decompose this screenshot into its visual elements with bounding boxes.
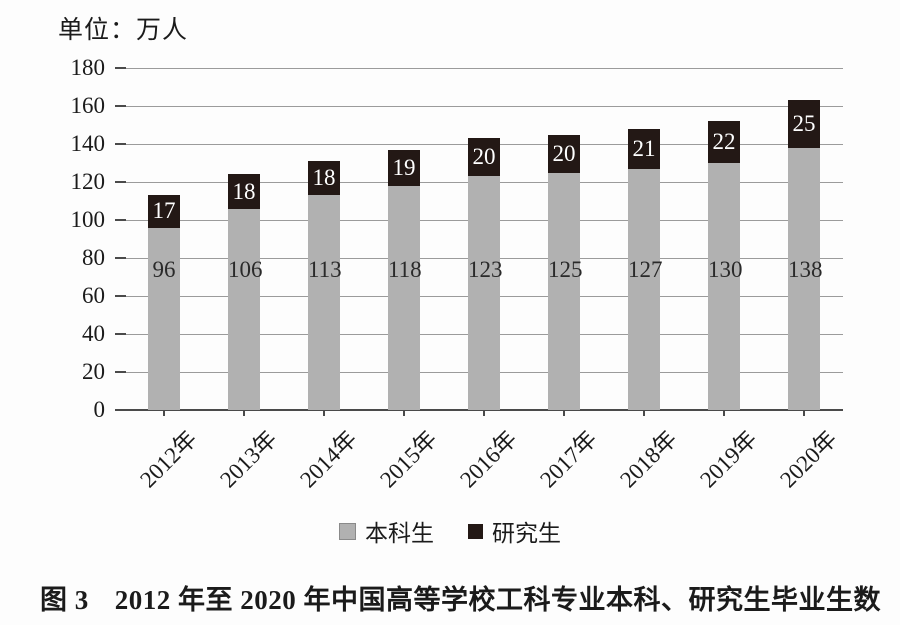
bar-segment-graduate: [228, 174, 260, 209]
y-axis-tick-label: 120: [70, 169, 106, 194]
x-axis-tick: [163, 410, 165, 416]
gridline: [115, 105, 843, 107]
bar-group-2020年: 138 25: [788, 100, 823, 410]
bar-segment-undergrad: [228, 208, 260, 410]
x-axis-label: 2018年: [615, 426, 682, 493]
bar-segment-undergrad: [548, 172, 580, 410]
y-axis-tick: [115, 67, 126, 69]
bar-value-label-undergrad: 118: [388, 257, 422, 282]
y-axis-tick: [115, 143, 126, 145]
y-axis-tick: [115, 105, 126, 107]
bar-segment-undergrad: [308, 195, 340, 410]
chart-legend: 本科生 研究生: [0, 514, 900, 548]
bar-segment-graduate: [708, 121, 740, 163]
x-axis-label: 2017年: [535, 426, 602, 493]
y-axis-tick-label: 140: [70, 131, 106, 156]
bar-value-label-undergrad: 96: [152, 257, 176, 282]
bar-group-2012年: 96 17: [148, 195, 180, 410]
x-axis-label: 2016年: [455, 426, 522, 493]
bar-group-2016年: 123 20: [468, 138, 503, 410]
y-axis-tick: [115, 409, 126, 411]
graduate-swatch-icon: [468, 523, 483, 539]
y-axis-tick: [115, 181, 126, 183]
legend-item-undergrad: 本科生: [339, 514, 434, 548]
bar-segment-graduate: [308, 161, 340, 196]
y-axis-tick-label: 80: [82, 245, 105, 270]
x-axis-label: 2020年: [775, 426, 842, 493]
bar-value-label-undergrad: 125: [548, 257, 583, 282]
bar-value-label-graduate: 17: [152, 198, 176, 224]
bar-segment-undergrad: [788, 147, 820, 410]
legend-label-undergrad: 本科生: [365, 521, 434, 546]
x-axis-tick: [643, 410, 645, 416]
y-axis-tick-label: 100: [70, 207, 106, 232]
x-axis-tick: [243, 410, 245, 416]
legend-item-graduate: 研究生: [468, 514, 561, 548]
x-axis-tick: [803, 410, 805, 416]
x-axis-label: 2015年: [375, 426, 442, 493]
bar-segment-graduate: [628, 128, 660, 169]
y-axis-tick-label: 0: [93, 397, 106, 422]
x-axis-label: 2019年: [695, 426, 762, 493]
y-axis-tick-label: 20: [82, 359, 105, 384]
bar-value-label-undergrad: 113: [308, 257, 342, 282]
bar-group-2017年: 125 20: [548, 134, 583, 410]
bar-segment-undergrad: [708, 163, 740, 410]
y-axis-tick-label: 60: [82, 283, 105, 308]
bar-value-label-undergrad: 127: [628, 257, 663, 282]
y-axis-unit-label: 单位：万人: [58, 17, 189, 44]
bar-value-label-graduate: 22: [712, 129, 736, 155]
bar-group-2015年: 118 19: [388, 149, 422, 410]
gridline: [115, 67, 843, 69]
figure-caption: 图 3 2012 年至 2020 年中国高等学校工科专业本科、研究生毕业生数: [40, 578, 880, 617]
x-axis-label: 2014年: [295, 426, 362, 493]
bar-value-label-undergrad: 138: [788, 257, 823, 282]
undergrad-swatch-icon: [339, 522, 356, 540]
y-axis-tick: [115, 371, 126, 373]
bar-value-label-graduate: 20: [472, 144, 496, 170]
bar-segment-graduate: [468, 138, 500, 177]
y-axis-tick-label: 160: [70, 93, 106, 118]
bar-segment-graduate: [388, 149, 420, 186]
x-axis-tick: [723, 410, 725, 416]
bar-segment-undergrad: [468, 176, 500, 410]
bar-group-2018年: 127 21: [628, 128, 663, 410]
bar-segment-undergrad: [148, 227, 180, 410]
y-axis-tick: [115, 219, 126, 221]
bar-value-label-graduate: 21: [632, 135, 656, 161]
x-axis-label: 2012年: [135, 426, 202, 493]
y-axis-tick: [115, 333, 126, 335]
bar-value-label-graduate: 18: [232, 178, 256, 204]
bar-value-label-graduate: 25: [792, 111, 816, 137]
x-axis-tick: [403, 410, 405, 416]
y-axis-tick: [115, 257, 126, 259]
figure-number: 图 3: [40, 585, 89, 615]
bar-value-label-graduate: 18: [312, 165, 336, 191]
x-axis-tick: [563, 410, 565, 416]
y-axis-tick-label: 180: [70, 55, 106, 80]
bar-group-2014年: 113 18: [308, 161, 342, 410]
bar-value-label-undergrad: 123: [468, 257, 503, 282]
y-axis-tick: [115, 295, 126, 297]
bar-value-label-graduate: 20: [552, 140, 576, 166]
bar-value-label-undergrad: 106: [228, 257, 263, 282]
bar-value-label-undergrad: 130: [708, 257, 743, 282]
bar-segment-graduate: [548, 134, 580, 173]
bar-segment-graduate: [148, 195, 180, 228]
x-axis-label: 2013年: [215, 426, 282, 493]
bar-segment-undergrad: [388, 185, 420, 410]
legend-label-graduate: 研究生: [492, 521, 561, 546]
bar-segment-undergrad: [628, 168, 660, 410]
plot-area: 0 20 40 60 80 100 120 140 160 180 96 17 2012年 106 18 20…: [71, 56, 843, 492]
x-axis-tick: [483, 410, 485, 416]
x-axis-line: [115, 409, 843, 411]
y-axis-tick-label: 40: [82, 321, 105, 346]
figure-caption-text: 2012 年至 2020 年中国高等学校工科专业本科、研究生毕业生数: [114, 585, 881, 615]
bar-value-label-graduate: 19: [392, 154, 416, 180]
bar-segment-graduate: [788, 100, 820, 148]
bar-group-2019年: 130 22: [708, 121, 743, 410]
bar-group-2013年: 106 18: [228, 174, 263, 410]
x-axis-tick: [323, 410, 325, 416]
